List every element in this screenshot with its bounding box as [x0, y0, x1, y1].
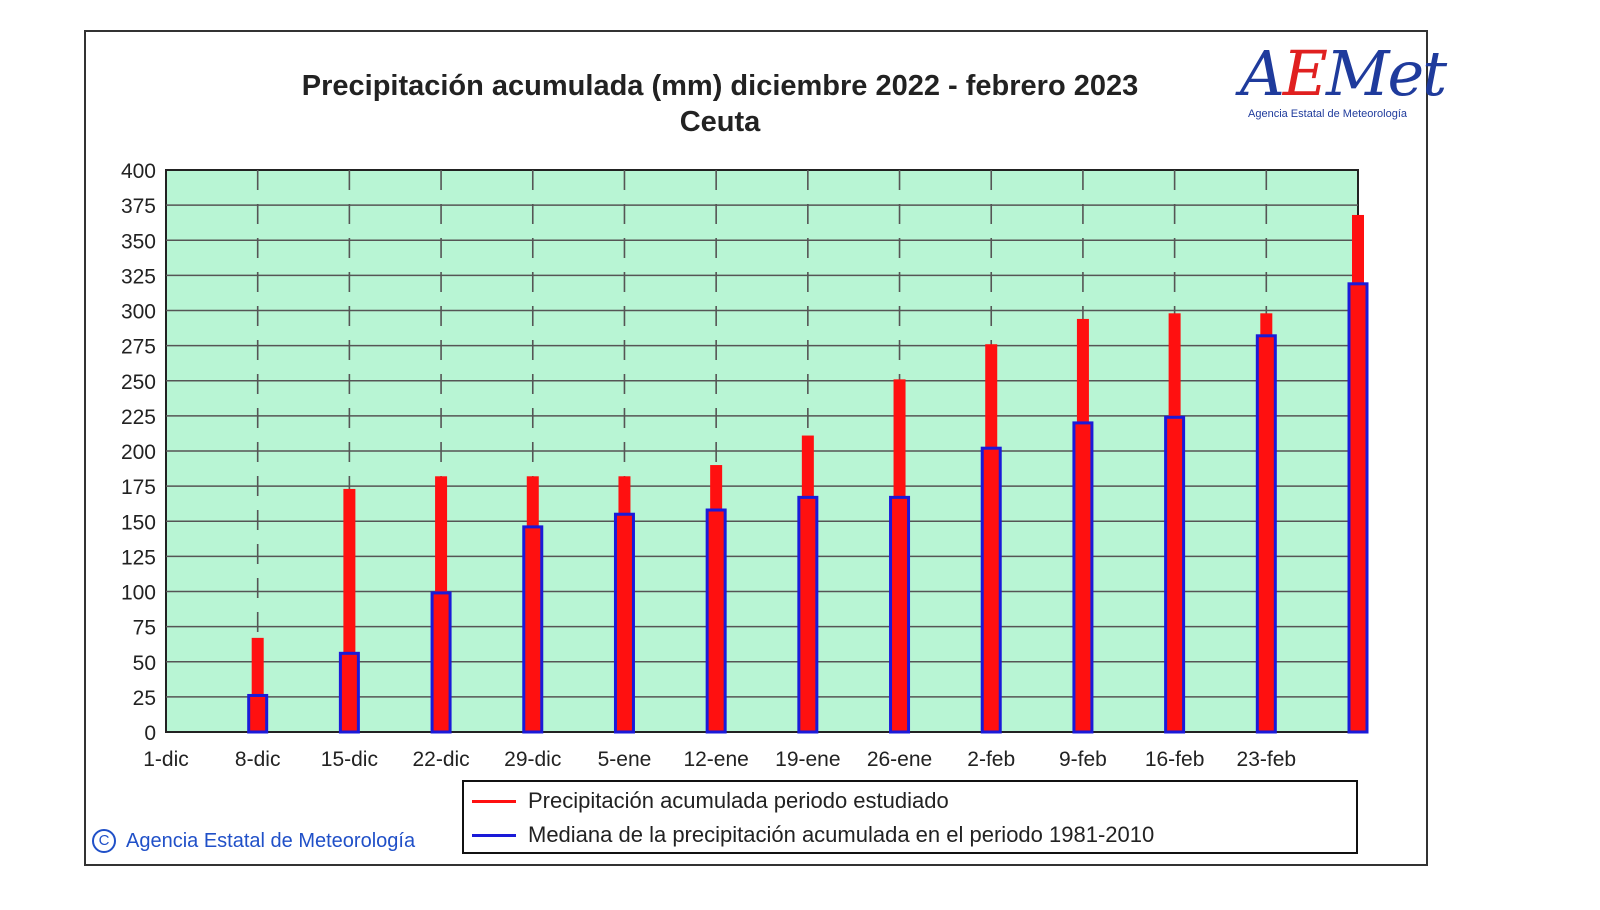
- y-tick-label: 50: [133, 652, 156, 675]
- bar-median: [1164, 415, 1186, 734]
- aemet-logo-subtitle: Agencia Estatal de Meteorología: [1248, 108, 1407, 120]
- legend-label-median: Mediana de la precipitación acumulada en…: [528, 822, 1155, 847]
- x-tick-label: 2-feb: [967, 748, 1015, 771]
- y-tick-label: 325: [121, 265, 156, 288]
- y-tick-label: 100: [121, 582, 156, 605]
- y-tick-label: 200: [121, 441, 156, 464]
- copyright-icon: C: [92, 829, 116, 853]
- x-tick-label: 19-ene: [775, 748, 840, 771]
- y-tick-label: 225: [121, 406, 156, 429]
- y-tick-label: 300: [121, 301, 156, 324]
- x-tick-label: 29-dic: [504, 748, 561, 771]
- bar-median: [889, 495, 911, 734]
- bar-median: [1255, 334, 1277, 734]
- bar-median: [613, 512, 635, 734]
- x-tick-label: 16-feb: [1145, 748, 1205, 771]
- legend-item-median: Mediana de la precipitación acumulada en…: [472, 820, 1154, 850]
- y-tick-label: 25: [133, 687, 156, 710]
- chart-title-line1: Precipitación acumulada (mm) diciembre 2…: [301, 70, 1139, 102]
- legend-swatch-median: [472, 833, 516, 837]
- y-tick-label: 350: [121, 230, 156, 253]
- bar-median: [797, 495, 819, 734]
- legend-label-studied: Precipitación acumulada periodo estudiad…: [528, 788, 949, 813]
- x-tick-label: 9-feb: [1059, 748, 1107, 771]
- y-tick-label: 175: [121, 476, 156, 499]
- bar-median: [247, 693, 269, 734]
- logo-letter-e: E: [1282, 37, 1328, 110]
- x-tick-label: 15-dic: [321, 748, 378, 771]
- y-tick-label: 375: [121, 195, 156, 218]
- bar-median: [522, 525, 544, 734]
- bar-median: [705, 508, 727, 734]
- y-tick-label: 400: [121, 160, 156, 183]
- bar-median: [980, 446, 1002, 734]
- y-tick-label: 250: [121, 371, 156, 394]
- y-tick-label: 75: [133, 617, 156, 640]
- x-tick-label: 8-dic: [235, 748, 281, 771]
- chart-title-line2: Ceuta: [679, 106, 761, 138]
- bar-median: [1347, 282, 1369, 734]
- x-tick-label: 1-dic: [143, 748, 189, 771]
- y-tick-label: 0: [144, 722, 156, 745]
- y-tick-label: 275: [121, 336, 156, 359]
- bar-median: [1072, 421, 1094, 734]
- chart-title: Precipitación acumulada (mm) diciembre 2…: [220, 68, 1220, 140]
- x-tick-label: 5-ene: [598, 748, 652, 771]
- x-tick-label: 23-feb: [1237, 748, 1297, 771]
- x-tick-label: 12-ene: [683, 748, 748, 771]
- x-tick-label: 22-dic: [412, 748, 469, 771]
- y-tick-label: 150: [121, 511, 156, 534]
- x-tick-label: 26-ene: [867, 748, 932, 771]
- copyright-text: Agencia Estatal de Meteorología: [126, 829, 416, 852]
- bar-median: [430, 591, 452, 734]
- plot-area: 0 25 50 75 100 125 150 175 200 225 250 275 300 325 350…: [121, 160, 1369, 771]
- aemet-logo: AEMet Agencia Estatal de Meteorología: [1240, 38, 1447, 128]
- legend-swatch-studied: [472, 799, 516, 803]
- logo-letters-met: Met: [1326, 37, 1447, 110]
- logo-letter-a: A: [1240, 37, 1285, 110]
- aemet-logo-word: AEMet: [1240, 37, 1447, 110]
- y-tick-label: 125: [121, 546, 156, 569]
- chart-legend: Precipitación acumulada periodo estudiad…: [462, 780, 1358, 854]
- legend-item-studied: Precipitación acumulada periodo estudiad…: [472, 786, 949, 816]
- copyright-notice: C Agencia Estatal de Meteorología: [92, 829, 415, 853]
- bar-median: [338, 651, 360, 734]
